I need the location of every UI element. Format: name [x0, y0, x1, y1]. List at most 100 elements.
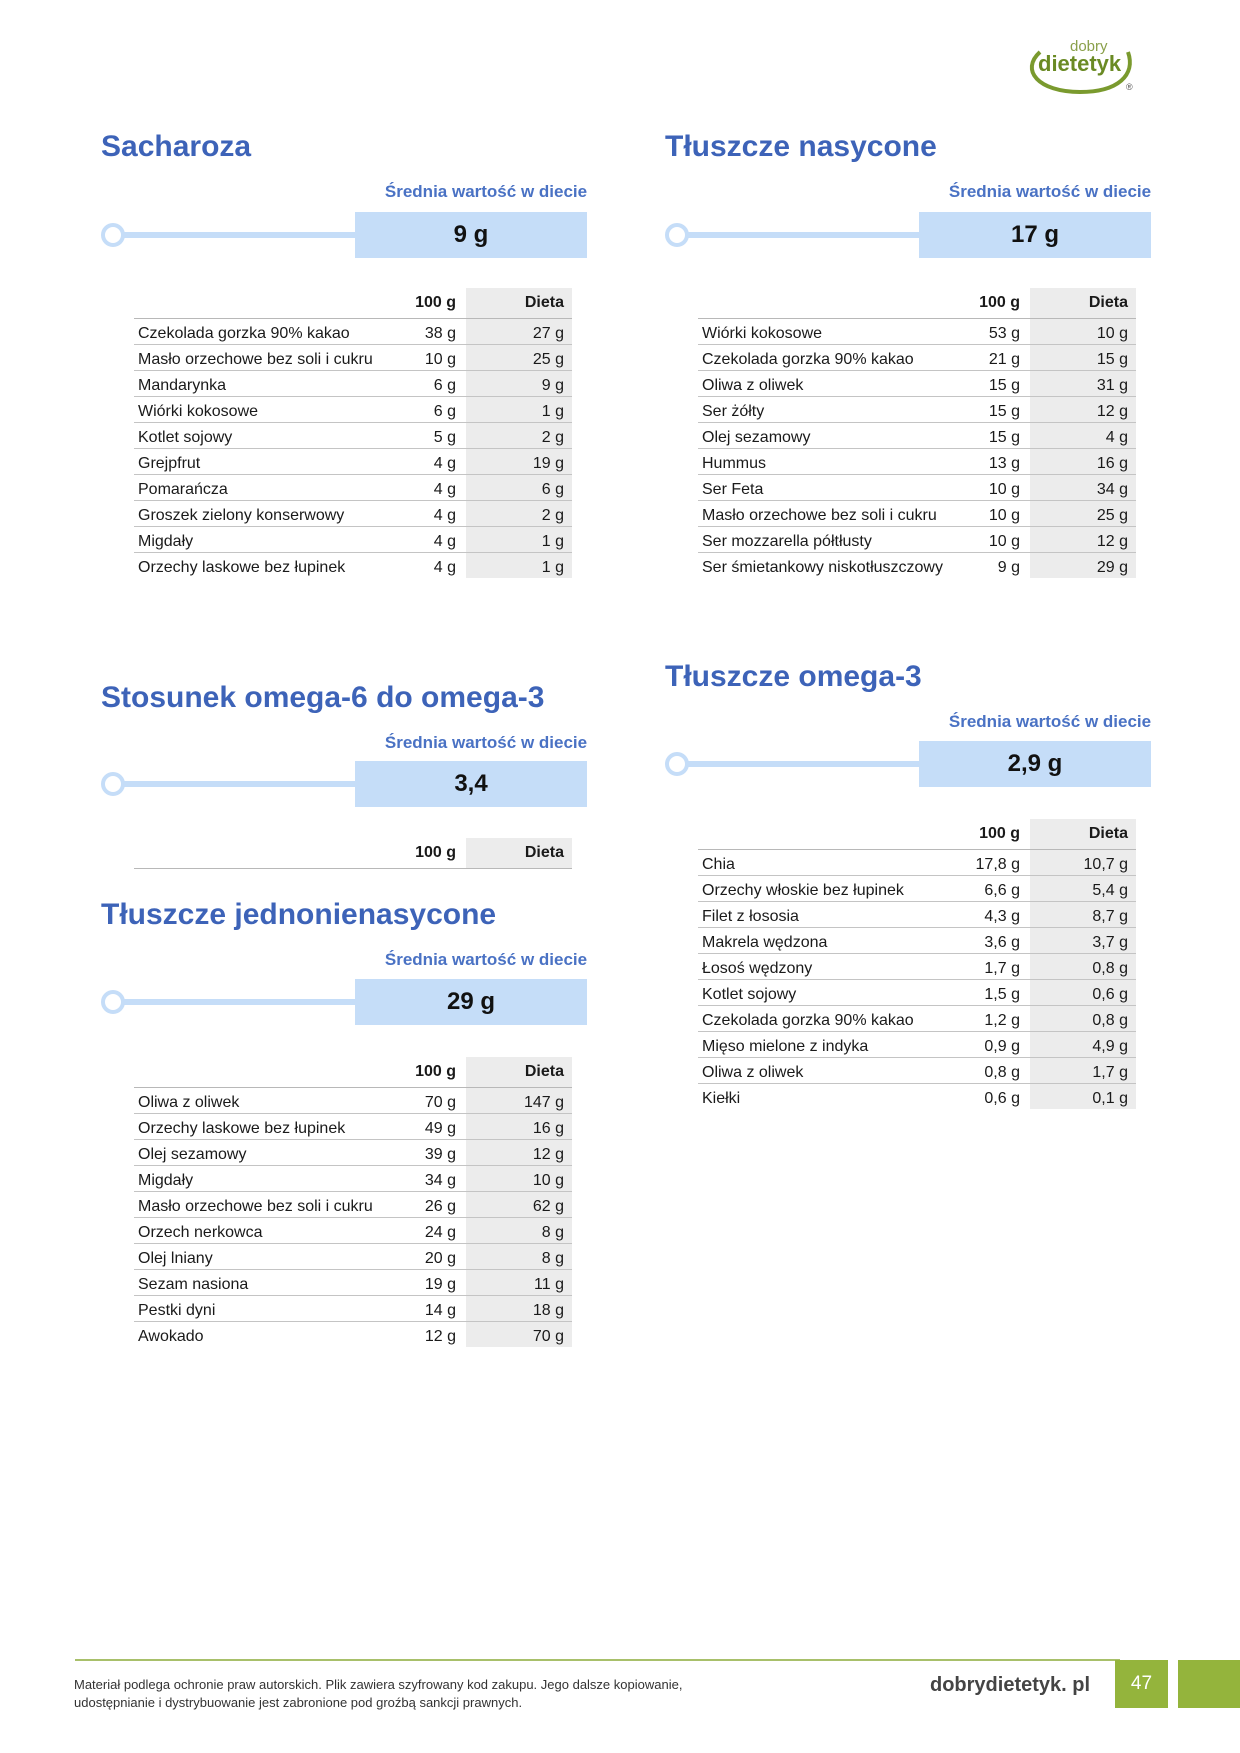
value-diet: 1 g	[466, 552, 572, 578]
table-row: Kiełki 0,6 g 0,1 g	[698, 1083, 1136, 1109]
food-name: Migdały	[138, 533, 194, 550]
value-per-100g: 70 g	[424, 1094, 456, 1111]
average-indicator: 2,9 g	[665, 741, 1155, 787]
header-diet: Dieta	[1030, 819, 1136, 850]
indicator-knob	[101, 772, 125, 796]
average-indicator: 29 g	[101, 979, 591, 1025]
table-row: Migdały 34 g 10 g	[134, 1165, 572, 1192]
table-row: Mięso mielone z indyka 0,9 g 4,9 g	[698, 1031, 1136, 1058]
average-label: Średnia wartość w diecie	[948, 712, 1152, 731]
value-per-100g: 13 g	[988, 455, 1020, 472]
value-diet: 27 g	[466, 318, 572, 345]
food-name: Łosoś wędzony	[702, 960, 813, 977]
value-diet: 25 g	[1030, 500, 1136, 527]
value-diet: 3,7 g	[1030, 927, 1136, 954]
indicator-track	[675, 761, 925, 767]
food-name: Pomarańcza	[138, 481, 228, 498]
header-diet: Dieta	[1030, 288, 1136, 319]
average-label: Średnia wartość w diecie	[384, 182, 588, 201]
section-title: Stosunek omega-6 do omega-3	[101, 681, 545, 714]
value-diet: 10 g	[466, 1165, 572, 1192]
value-diet: 16 g	[466, 1113, 572, 1140]
value-per-100g: 9 g	[997, 559, 1020, 576]
value-per-100g: 24 g	[424, 1224, 456, 1241]
svg-text:dobry: dobry	[1070, 38, 1108, 55]
indicator-track	[111, 999, 361, 1005]
table-row: Orzechy włoskie bez łupinek 6,6 g 5,4 g	[698, 875, 1136, 902]
food-name: Ser śmietankowy niskotłuszczowy	[702, 559, 943, 576]
average-indicator: 9 g	[101, 212, 591, 258]
table-row: Orzechy laskowe bez łupinek 49 g 16 g	[134, 1113, 572, 1140]
food-name: Ser Feta	[702, 481, 764, 498]
header-food	[134, 838, 394, 869]
header-per-100g: 100 g	[415, 294, 456, 311]
value-per-100g: 19 g	[424, 1276, 456, 1293]
table-row: Awokado 12 g 70 g	[134, 1321, 572, 1347]
table-row: Łosoś wędzony 1,7 g 0,8 g	[698, 953, 1136, 980]
food-name: Hummus	[702, 455, 767, 472]
value-diet: 0,8 g	[1030, 953, 1136, 980]
svg-text:dietetyk: dietetyk	[1038, 51, 1122, 76]
average-label: Średnia wartość w diecie	[948, 182, 1152, 201]
value-per-100g: 4 g	[433, 533, 456, 550]
food-name: Oliwa z oliwek	[138, 1094, 240, 1111]
header-diet: Dieta	[466, 1057, 572, 1088]
food-name: Wiórki kokosowe	[702, 325, 823, 342]
food-name: Filet z łososia	[702, 908, 799, 925]
table-row: Wiórki kokosowe 53 g 10 g	[698, 318, 1136, 345]
table-row: Oliwa z oliwek 15 g 31 g	[698, 370, 1136, 397]
value-per-100g: 10 g	[424, 351, 456, 368]
table-row: Masło orzechowe bez soli i cukru 10 g 25 g	[134, 344, 572, 371]
value-diet: 12 g	[1030, 526, 1136, 553]
value-per-100g: 15 g	[988, 403, 1020, 420]
food-name: Masło orzechowe bez soli i cukru	[702, 507, 937, 524]
table-header-row: 100 g Dieta	[134, 838, 572, 869]
food-name: Mięso mielone z indyka	[702, 1038, 869, 1055]
value-diet: 15 g	[1030, 344, 1136, 371]
value-per-100g: 49 g	[424, 1120, 456, 1137]
value-per-100g: 15 g	[988, 377, 1020, 394]
value-per-100g: 4 g	[433, 481, 456, 498]
food-name: Makrela wędzona	[702, 934, 828, 951]
table-row: Orzechy laskowe bez łupinek 4 g 1 g	[134, 552, 572, 578]
average-value: 9 g	[355, 212, 587, 258]
food-name: Ser żółty	[702, 403, 765, 420]
table-row: Czekolada gorzka 90% kakao 1,2 g 0,8 g	[698, 1005, 1136, 1032]
food-name: Awokado	[138, 1328, 204, 1345]
value-per-100g: 10 g	[988, 481, 1020, 498]
food-name: Masło orzechowe bez soli i cukru	[138, 351, 373, 368]
dobry-dietetyk-logo: dobry dietetyk ®	[1018, 30, 1142, 100]
food-name: Czekolada gorzka 90% kakao	[702, 1012, 914, 1029]
value-per-100g: 3,6 g	[984, 934, 1020, 951]
value-diet: 0,6 g	[1030, 979, 1136, 1006]
value-diet: 0,8 g	[1030, 1005, 1136, 1032]
average-value: 2,9 g	[919, 741, 1151, 787]
food-name: Grejpfrut	[138, 455, 201, 472]
value-diet: 8 g	[466, 1217, 572, 1244]
header-per-100g: 100 g	[979, 294, 1020, 311]
food-name: Pestki dyni	[138, 1302, 216, 1319]
header-food	[134, 1057, 394, 1088]
food-name: Czekolada gorzka 90% kakao	[702, 351, 914, 368]
value-per-100g: 1,2 g	[984, 1012, 1020, 1029]
indicator-knob	[665, 223, 689, 247]
value-per-100g: 34 g	[424, 1172, 456, 1189]
table-header-row: 100 g Dieta	[134, 288, 572, 319]
table-row: Olej sezamowy 15 g 4 g	[698, 422, 1136, 449]
food-name: Ser mozzarella półtłusty	[702, 533, 872, 550]
food-name: Kotlet sojowy	[702, 986, 797, 1003]
value-per-100g: 0,6 g	[984, 1090, 1020, 1107]
table-row: Ser śmietankowy niskotłuszczowy 9 g 29 g	[698, 552, 1136, 578]
indicator-track	[111, 232, 361, 238]
table-row: Kotlet sojowy 5 g 2 g	[134, 422, 572, 449]
value-per-100g: 6 g	[433, 403, 456, 420]
average-value: 29 g	[355, 979, 587, 1025]
table-row: Ser mozzarella półtłusty 10 g 12 g	[698, 526, 1136, 553]
food-name: Chia	[702, 856, 735, 873]
value-per-100g: 1,7 g	[984, 960, 1020, 977]
value-diet: 19 g	[466, 448, 572, 475]
food-name: Mandarynka	[138, 377, 227, 394]
table-row: Ser żółty 15 g 12 g	[698, 396, 1136, 423]
food-name: Oliwa z oliwek	[702, 1064, 804, 1081]
average-indicator: 3,4	[101, 761, 591, 807]
